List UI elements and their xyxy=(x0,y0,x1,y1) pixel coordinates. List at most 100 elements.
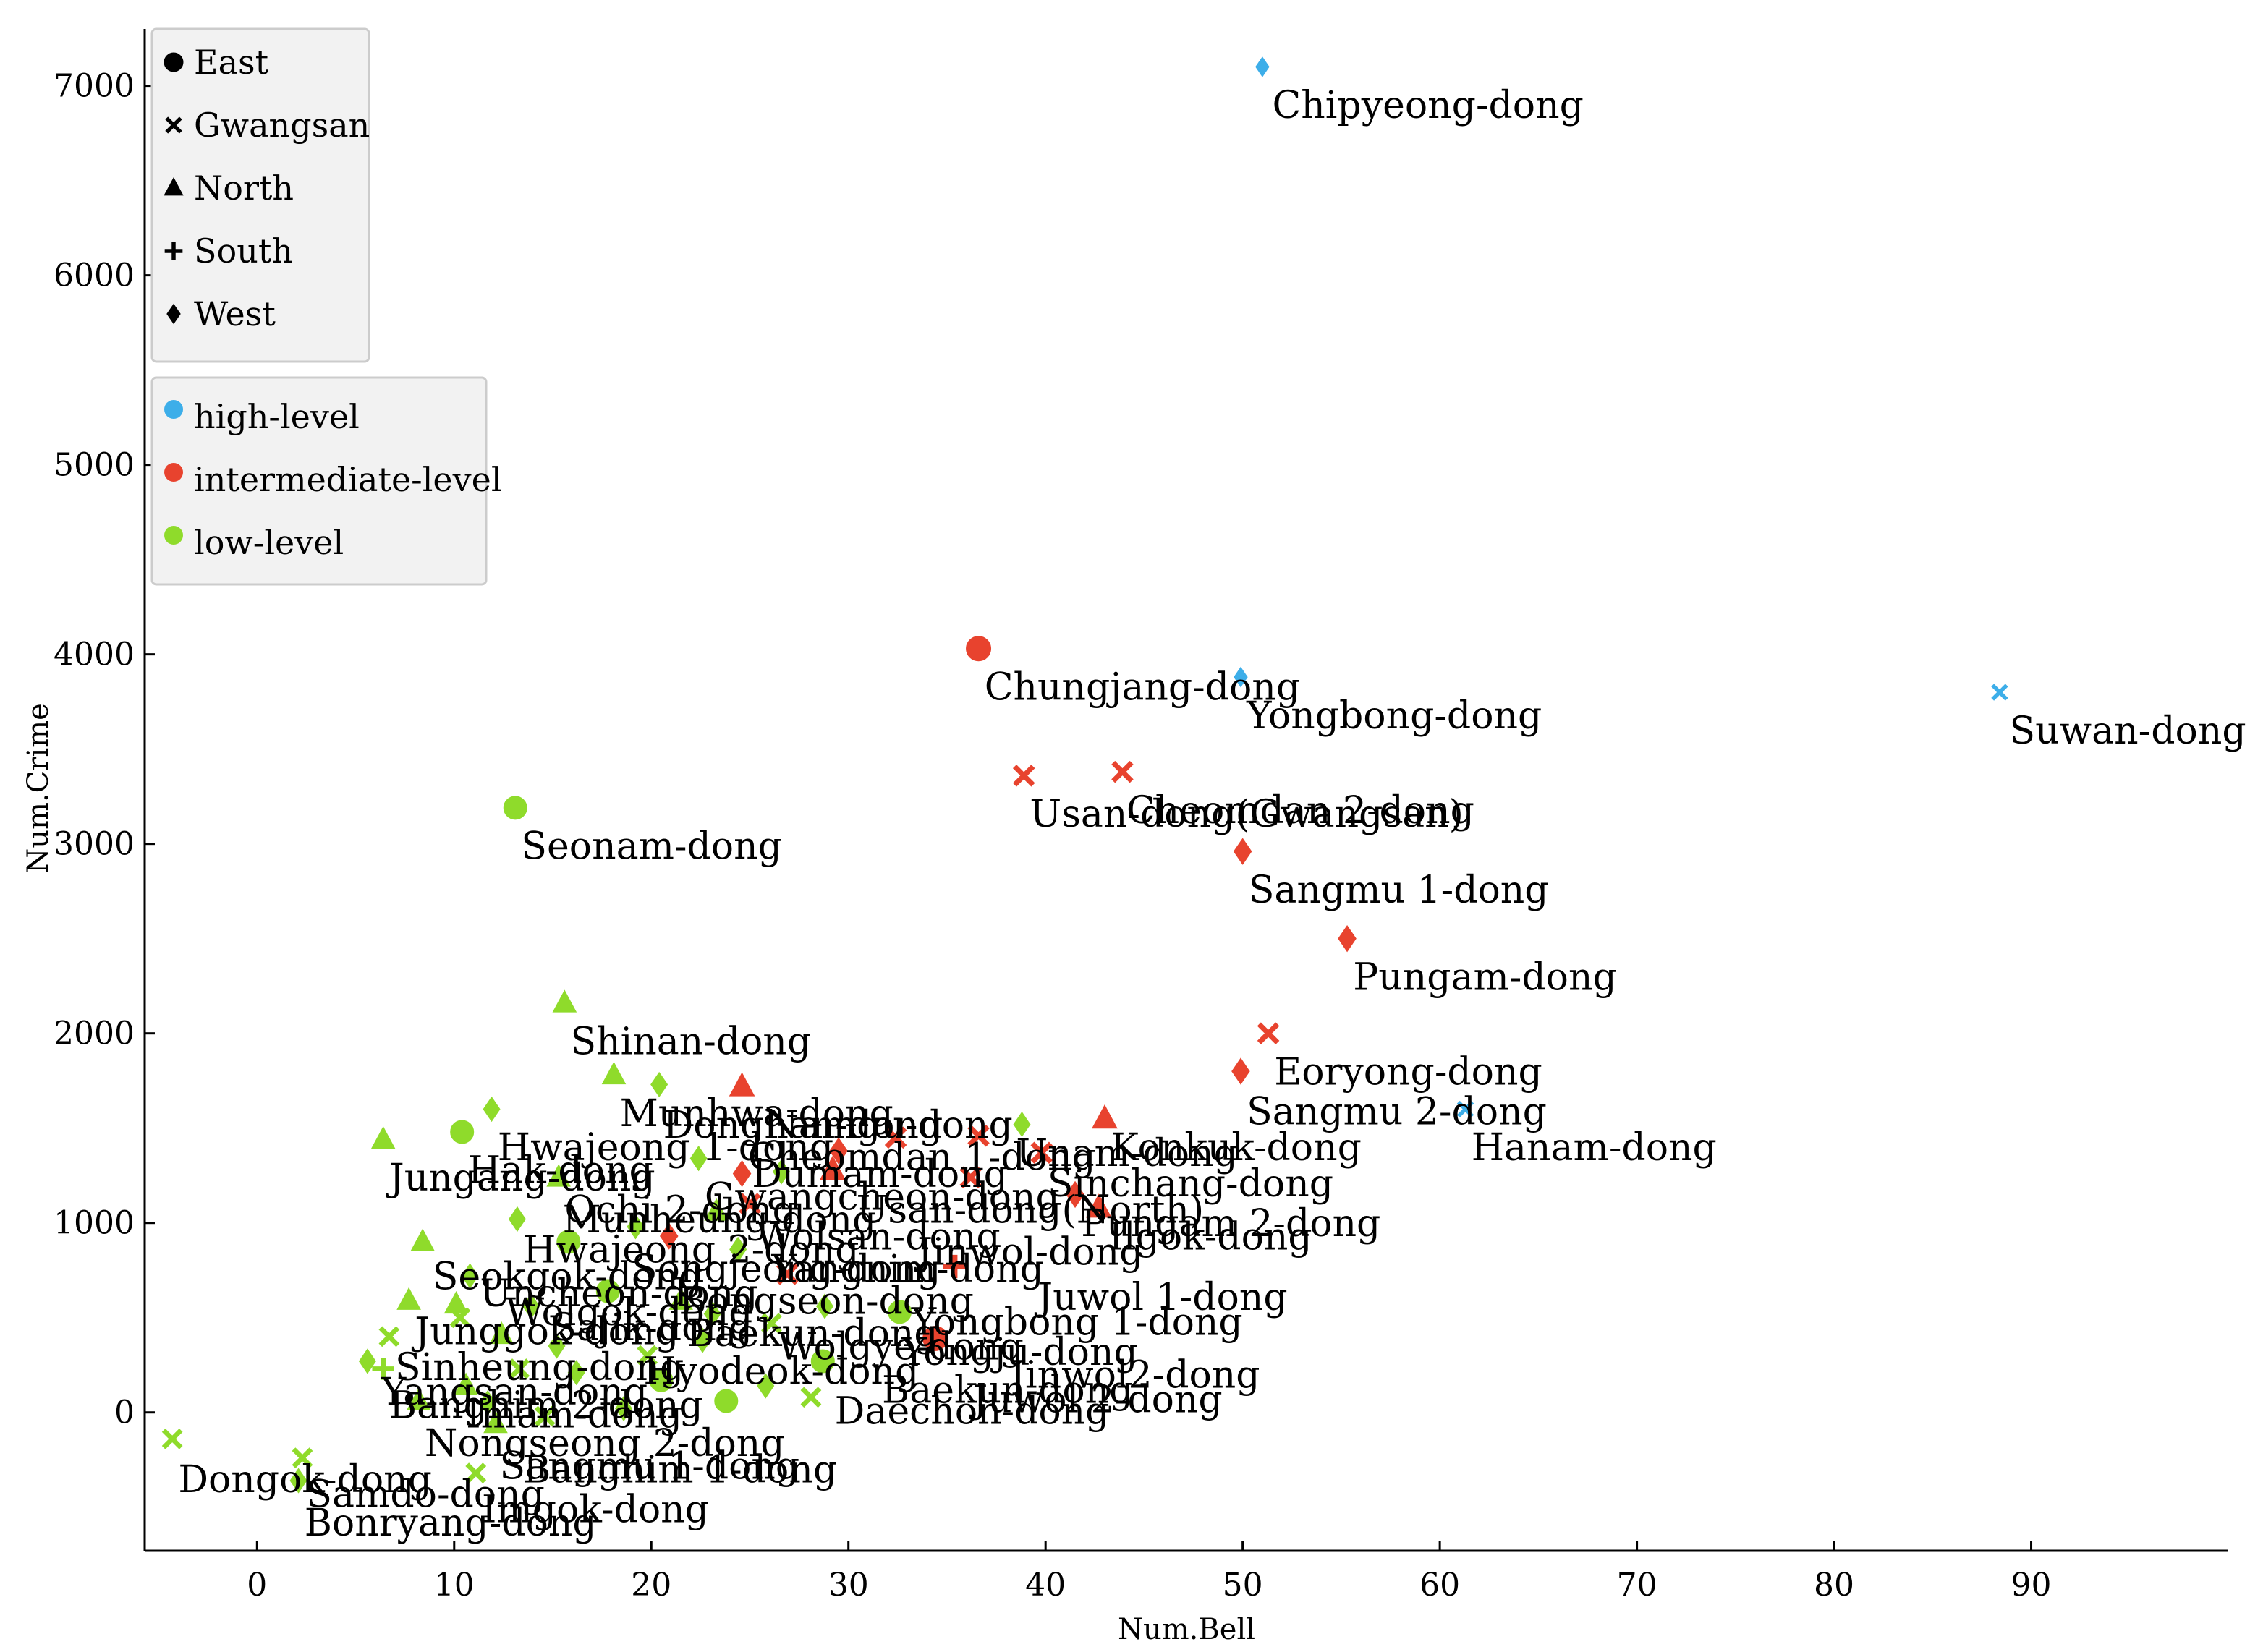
data-point xyxy=(888,1300,912,1324)
x-tick-label: 90 xyxy=(2011,1567,2052,1604)
point-label: Seokgok-dong xyxy=(433,1255,702,1298)
legend-color-swatch xyxy=(164,463,183,482)
point-label: Yangnim-dong xyxy=(770,1248,1043,1291)
data-point xyxy=(1092,1104,1118,1129)
point-label: Wolgok-dong xyxy=(506,1291,753,1334)
data-point xyxy=(694,1327,712,1353)
data-point xyxy=(829,1137,848,1165)
point-label: Ochi 2-dong xyxy=(564,1189,796,1232)
point-label: Sinchang-dong xyxy=(1048,1162,1333,1206)
data-point xyxy=(729,1072,755,1097)
y-tick-label: 6000 xyxy=(54,257,135,294)
x-axis-title: Num.Bell xyxy=(1118,1613,1255,1646)
data-point xyxy=(1066,1180,1084,1209)
point-label: Unam-dong xyxy=(1016,1132,1238,1175)
data-point xyxy=(884,1126,907,1149)
data-point xyxy=(773,1159,791,1185)
point-label: Usan-dong(North) xyxy=(857,1189,1205,1232)
point-label: Jinwol-dong xyxy=(914,1230,1143,1274)
data-point xyxy=(703,1300,721,1327)
point-label: Hwajeong 2-dong xyxy=(523,1229,859,1272)
data-point xyxy=(1255,56,1270,77)
point-label: Sinheung-dong xyxy=(395,1346,684,1389)
legend-marker xyxy=(165,116,182,134)
point-label: Pungam 2-dong xyxy=(1081,1202,1380,1246)
data-point xyxy=(503,796,527,820)
point-label: Cheomdan 2-dong xyxy=(1126,789,1474,833)
point-label: Junggok-dong xyxy=(411,1310,679,1353)
point-label: Pungam-dong xyxy=(1353,955,1617,999)
data-point xyxy=(522,1293,540,1319)
point-label: Suwan-dong xyxy=(2010,710,2246,753)
point-label: Imam-dong xyxy=(466,1394,682,1437)
point-label: Juwol 1-dong xyxy=(1034,1276,1287,1319)
point-label: Shinan-dong xyxy=(571,1021,812,1064)
legend-label: South xyxy=(194,231,293,271)
data-point xyxy=(729,1236,747,1262)
data-point xyxy=(967,1124,990,1147)
data-point xyxy=(650,1071,668,1098)
data-point xyxy=(1030,1141,1053,1165)
data-point xyxy=(396,1287,421,1310)
x-tick-label: 40 xyxy=(1025,1567,1066,1604)
data-point xyxy=(615,1395,633,1422)
point-label: Donghan-dong xyxy=(663,1104,943,1147)
y-tick-label: 7000 xyxy=(54,68,135,105)
point-label: Baekun-dong xyxy=(687,1312,938,1355)
point-label: Bongseon-dong xyxy=(679,1280,973,1323)
point-label: Samdo-dong xyxy=(306,1473,544,1517)
point-label: Dongok-dong xyxy=(178,1458,432,1502)
point-label: Munhwa-dong xyxy=(620,1092,893,1136)
data-point xyxy=(556,1230,581,1254)
y-tick-label: 0 xyxy=(114,1395,135,1431)
data-point xyxy=(1012,765,1035,787)
data-point xyxy=(1233,838,1252,865)
point-label: Sangmu 1-dong xyxy=(499,1444,799,1488)
data-point xyxy=(595,1279,620,1303)
x-tick-label: 10 xyxy=(434,1567,475,1604)
point-label: Baekun-dong xyxy=(882,1369,1133,1413)
data-point xyxy=(483,1410,508,1434)
data-point xyxy=(689,1146,708,1172)
data-point xyxy=(406,1387,431,1410)
y-tick-label: 4000 xyxy=(54,636,135,673)
data-point xyxy=(800,1387,822,1408)
data-point xyxy=(372,1358,394,1380)
point-label: Eoryong-dong xyxy=(1274,1050,1542,1094)
data-point xyxy=(548,1333,566,1359)
point-label: Cheomdan 1-dong xyxy=(748,1136,1096,1179)
data-point xyxy=(546,1164,571,1187)
data-point xyxy=(450,1120,475,1144)
point-label: Songjeong-dong xyxy=(632,1248,941,1291)
point-label: Usan-dong(Gwangsan) xyxy=(1030,793,1464,836)
data-point xyxy=(601,1061,627,1085)
data-point xyxy=(1991,684,2008,701)
point-label: Hyodeok-dong xyxy=(643,1350,919,1393)
point-label: Yongbong 1-dong xyxy=(911,1300,1243,1344)
data-point xyxy=(816,1293,834,1319)
data-point xyxy=(289,1468,307,1494)
x-tick-label: 0 xyxy=(247,1567,267,1604)
point-label: Bonryang-dong xyxy=(305,1502,597,1545)
point-label: Banghim 1-dong xyxy=(523,1449,837,1492)
data-point xyxy=(820,1155,846,1180)
data-point xyxy=(465,1462,487,1483)
legend-marker xyxy=(166,303,181,325)
point-label: Jungang-dong xyxy=(386,1157,655,1200)
data-point xyxy=(627,1214,645,1240)
legend-label: North xyxy=(194,169,294,208)
data-point xyxy=(292,1447,313,1468)
data-point xyxy=(489,1321,514,1345)
legend-label: intermediate-level xyxy=(194,460,502,499)
data-point xyxy=(1234,666,1248,688)
point-label: Konkuk-dong xyxy=(1111,1126,1362,1170)
y-axis-title: Num.Crime xyxy=(22,703,55,874)
data-point xyxy=(161,1429,183,1449)
point-label: Sangmu 1-dong xyxy=(1249,869,1549,912)
data-point xyxy=(966,636,992,662)
point-label: Imgok-dong xyxy=(482,1489,709,1532)
data-point xyxy=(509,1358,530,1379)
y-tick-label: 1000 xyxy=(54,1205,135,1242)
point-label: Wolgye-dong xyxy=(778,1325,1024,1368)
